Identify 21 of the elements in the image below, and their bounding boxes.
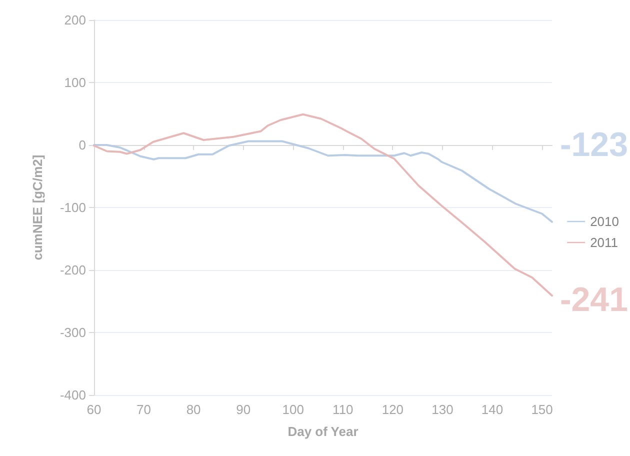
x-tick-label: 80 xyxy=(186,402,201,417)
y-tick-label: 100 xyxy=(64,75,86,90)
x-tick-label: 140 xyxy=(481,402,504,417)
y-tick-label: -300 xyxy=(60,325,86,340)
x-tick-label: 120 xyxy=(382,402,404,417)
x-tick-label: 90 xyxy=(236,402,251,417)
y-axis-title: cumNEE [gC/m2] xyxy=(30,154,45,260)
y-tick-label: -100 xyxy=(60,200,86,215)
legend-label: 2010 xyxy=(590,214,619,229)
y-tick-label: -400 xyxy=(60,388,86,402)
x-tick-label: 130 xyxy=(432,402,454,417)
y-tick-label: 200 xyxy=(64,12,86,28)
x-tick-label: 110 xyxy=(332,402,354,417)
x-tick-label: 100 xyxy=(282,402,304,417)
x-tick-label: 60 xyxy=(86,402,102,417)
x-tick-label: 150 xyxy=(531,402,553,417)
x-axis-title: Day of Year xyxy=(288,424,358,439)
y-tick-label: -200 xyxy=(60,262,86,278)
x-tick-label: 70 xyxy=(136,402,152,417)
y-tick-label: 0 xyxy=(78,138,86,152)
legend-label: 2011 xyxy=(590,235,618,250)
